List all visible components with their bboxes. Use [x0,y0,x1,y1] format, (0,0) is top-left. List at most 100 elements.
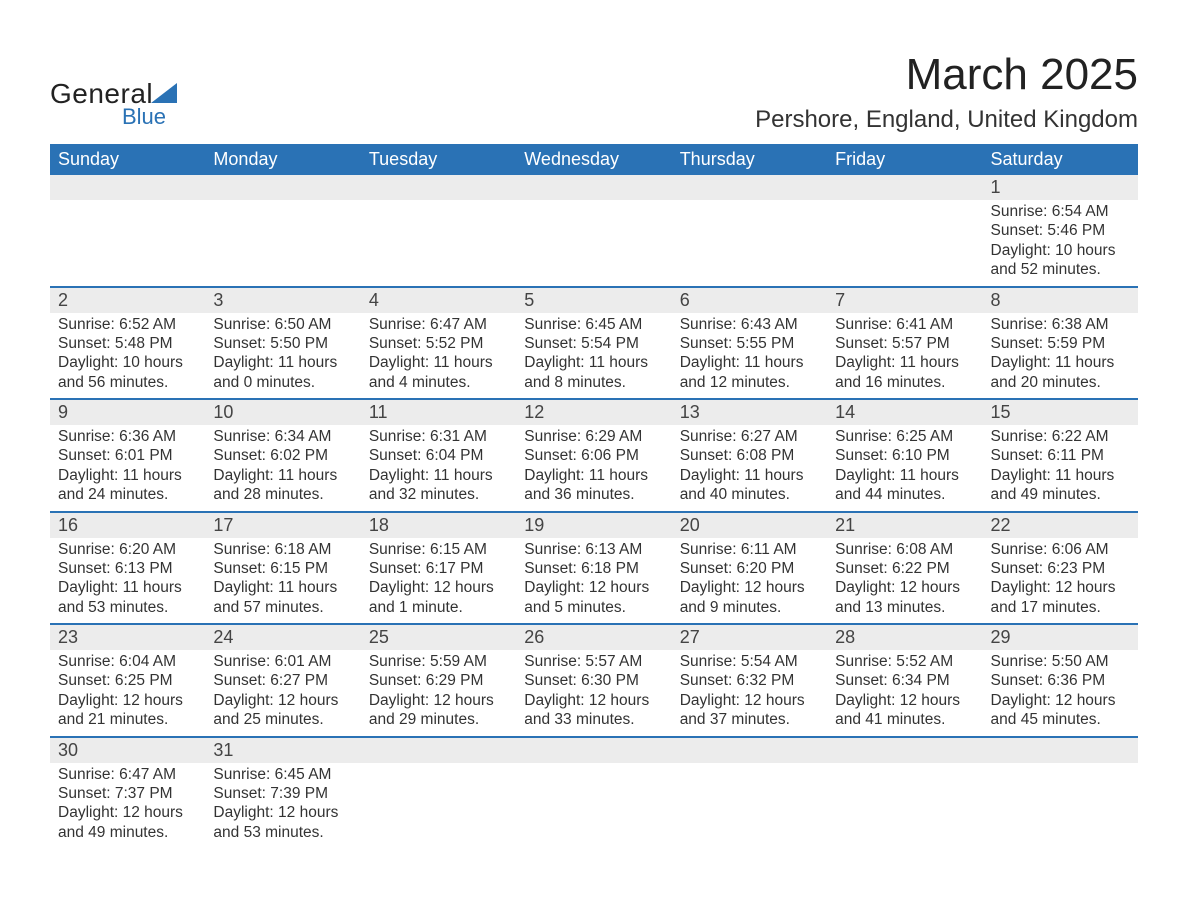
day-number-cell: 10 [205,399,360,425]
day-details-cell: Sunrise: 6:54 AMSunset: 5:46 PMDaylight:… [983,200,1138,287]
day-number-cell: 8 [983,287,1138,313]
daylight-line: Daylight: 12 hours and 29 minutes. [369,691,508,730]
day-details-cell [361,763,516,849]
week-daynum-row: 16171819202122 [50,512,1138,538]
sunset-line: Sunset: 6:32 PM [680,671,819,690]
day-details-cell: Sunrise: 6:45 AMSunset: 7:39 PMDaylight:… [205,763,360,849]
day-number-cell: 5 [516,287,671,313]
daylight-line: Daylight: 12 hours and 49 minutes. [58,803,197,842]
day-details-cell: Sunrise: 6:11 AMSunset: 6:20 PMDaylight:… [672,538,827,625]
day-number-cell [205,175,360,200]
calendar-table: Sunday Monday Tuesday Wednesday Thursday… [50,144,1138,848]
page-title: March 2025 [755,50,1138,100]
day-details-cell [205,200,360,287]
day-number-cell: 11 [361,399,516,425]
col-saturday: Saturday [983,144,1138,175]
daylight-line: Daylight: 10 hours and 52 minutes. [991,241,1130,280]
day-details-cell: Sunrise: 6:06 AMSunset: 6:23 PMDaylight:… [983,538,1138,625]
day-number-cell: 13 [672,399,827,425]
sunset-line: Sunset: 5:48 PM [58,334,197,353]
sunset-line: Sunset: 5:57 PM [835,334,974,353]
day-number-cell: 18 [361,512,516,538]
daylight-line: Daylight: 12 hours and 13 minutes. [835,578,974,617]
daylight-line: Daylight: 11 hours and 16 minutes. [835,353,974,392]
day-number-cell [361,737,516,763]
day-details-cell [50,200,205,287]
day-details-cell: Sunrise: 6:38 AMSunset: 5:59 PMDaylight:… [983,313,1138,400]
day-number-cell: 27 [672,624,827,650]
sunset-line: Sunset: 6:17 PM [369,559,508,578]
weekday-header-row: Sunday Monday Tuesday Wednesday Thursday… [50,144,1138,175]
day-details-cell: Sunrise: 6:18 AMSunset: 6:15 PMDaylight:… [205,538,360,625]
day-details-cell [983,763,1138,849]
day-details-cell: Sunrise: 6:27 AMSunset: 6:08 PMDaylight:… [672,425,827,512]
week-daynum-row: 9101112131415 [50,399,1138,425]
day-number-cell: 12 [516,399,671,425]
sunrise-line: Sunrise: 6:54 AM [991,202,1130,221]
day-details-cell: Sunrise: 6:47 AMSunset: 7:37 PMDaylight:… [50,763,205,849]
day-number-cell: 26 [516,624,671,650]
col-tuesday: Tuesday [361,144,516,175]
sunrise-line: Sunrise: 6:38 AM [991,315,1130,334]
day-number-cell: 9 [50,399,205,425]
day-number-cell: 22 [983,512,1138,538]
sunset-line: Sunset: 6:11 PM [991,446,1130,465]
daylight-line: Daylight: 12 hours and 5 minutes. [524,578,663,617]
sunrise-line: Sunrise: 6:20 AM [58,540,197,559]
sunset-line: Sunset: 5:55 PM [680,334,819,353]
week-details-row: Sunrise: 6:52 AMSunset: 5:48 PMDaylight:… [50,313,1138,400]
daylight-line: Daylight: 11 hours and 36 minutes. [524,466,663,505]
day-number-cell [827,175,982,200]
sunrise-line: Sunrise: 6:06 AM [991,540,1130,559]
daylight-line: Daylight: 12 hours and 1 minute. [369,578,508,617]
sunrise-line: Sunrise: 6:43 AM [680,315,819,334]
sunrise-line: Sunrise: 6:47 AM [369,315,508,334]
day-number-cell: 20 [672,512,827,538]
sunset-line: Sunset: 6:23 PM [991,559,1130,578]
day-details-cell: Sunrise: 6:36 AMSunset: 6:01 PMDaylight:… [50,425,205,512]
sunrise-line: Sunrise: 6:36 AM [58,427,197,446]
day-details-cell: Sunrise: 6:41 AMSunset: 5:57 PMDaylight:… [827,313,982,400]
day-details-cell: Sunrise: 5:50 AMSunset: 6:36 PMDaylight:… [983,650,1138,737]
daylight-line: Daylight: 12 hours and 25 minutes. [213,691,352,730]
week-daynum-row: 3031 [50,737,1138,763]
header: General Blue March 2025 Pershore, Englan… [50,50,1138,134]
daylight-line: Daylight: 12 hours and 9 minutes. [680,578,819,617]
sunrise-line: Sunrise: 6:08 AM [835,540,974,559]
daylight-line: Daylight: 12 hours and 17 minutes. [991,578,1130,617]
daylight-line: Daylight: 11 hours and 8 minutes. [524,353,663,392]
daylight-line: Daylight: 11 hours and 49 minutes. [991,466,1130,505]
col-sunday: Sunday [50,144,205,175]
day-details-cell [672,763,827,849]
daylight-line: Daylight: 11 hours and 44 minutes. [835,466,974,505]
sunrise-line: Sunrise: 6:45 AM [524,315,663,334]
sunrise-line: Sunrise: 5:54 AM [680,652,819,671]
sunset-line: Sunset: 5:54 PM [524,334,663,353]
day-number-cell [516,175,671,200]
sunset-line: Sunset: 6:34 PM [835,671,974,690]
day-number-cell: 17 [205,512,360,538]
day-number-cell: 31 [205,737,360,763]
col-monday: Monday [205,144,360,175]
sunset-line: Sunset: 6:20 PM [680,559,819,578]
day-details-cell: Sunrise: 6:01 AMSunset: 6:27 PMDaylight:… [205,650,360,737]
week-details-row: Sunrise: 6:54 AMSunset: 5:46 PMDaylight:… [50,200,1138,287]
day-number-cell: 28 [827,624,982,650]
sunrise-line: Sunrise: 6:11 AM [680,540,819,559]
day-number-cell [827,737,982,763]
sunrise-line: Sunrise: 6:31 AM [369,427,508,446]
logo: General Blue [50,78,177,130]
sunrise-line: Sunrise: 6:01 AM [213,652,352,671]
day-details-cell: Sunrise: 6:31 AMSunset: 6:04 PMDaylight:… [361,425,516,512]
day-details-cell: Sunrise: 6:20 AMSunset: 6:13 PMDaylight:… [50,538,205,625]
day-details-cell: Sunrise: 5:57 AMSunset: 6:30 PMDaylight:… [516,650,671,737]
title-block: March 2025 Pershore, England, United Kin… [755,50,1138,134]
week-daynum-row: 1 [50,175,1138,200]
day-number-cell [672,737,827,763]
sunrise-line: Sunrise: 6:22 AM [991,427,1130,446]
week-details-row: Sunrise: 6:36 AMSunset: 6:01 PMDaylight:… [50,425,1138,512]
sunset-line: Sunset: 6:25 PM [58,671,197,690]
sunset-line: Sunset: 6:06 PM [524,446,663,465]
daylight-line: Daylight: 12 hours and 41 minutes. [835,691,974,730]
week-daynum-row: 23242526272829 [50,624,1138,650]
